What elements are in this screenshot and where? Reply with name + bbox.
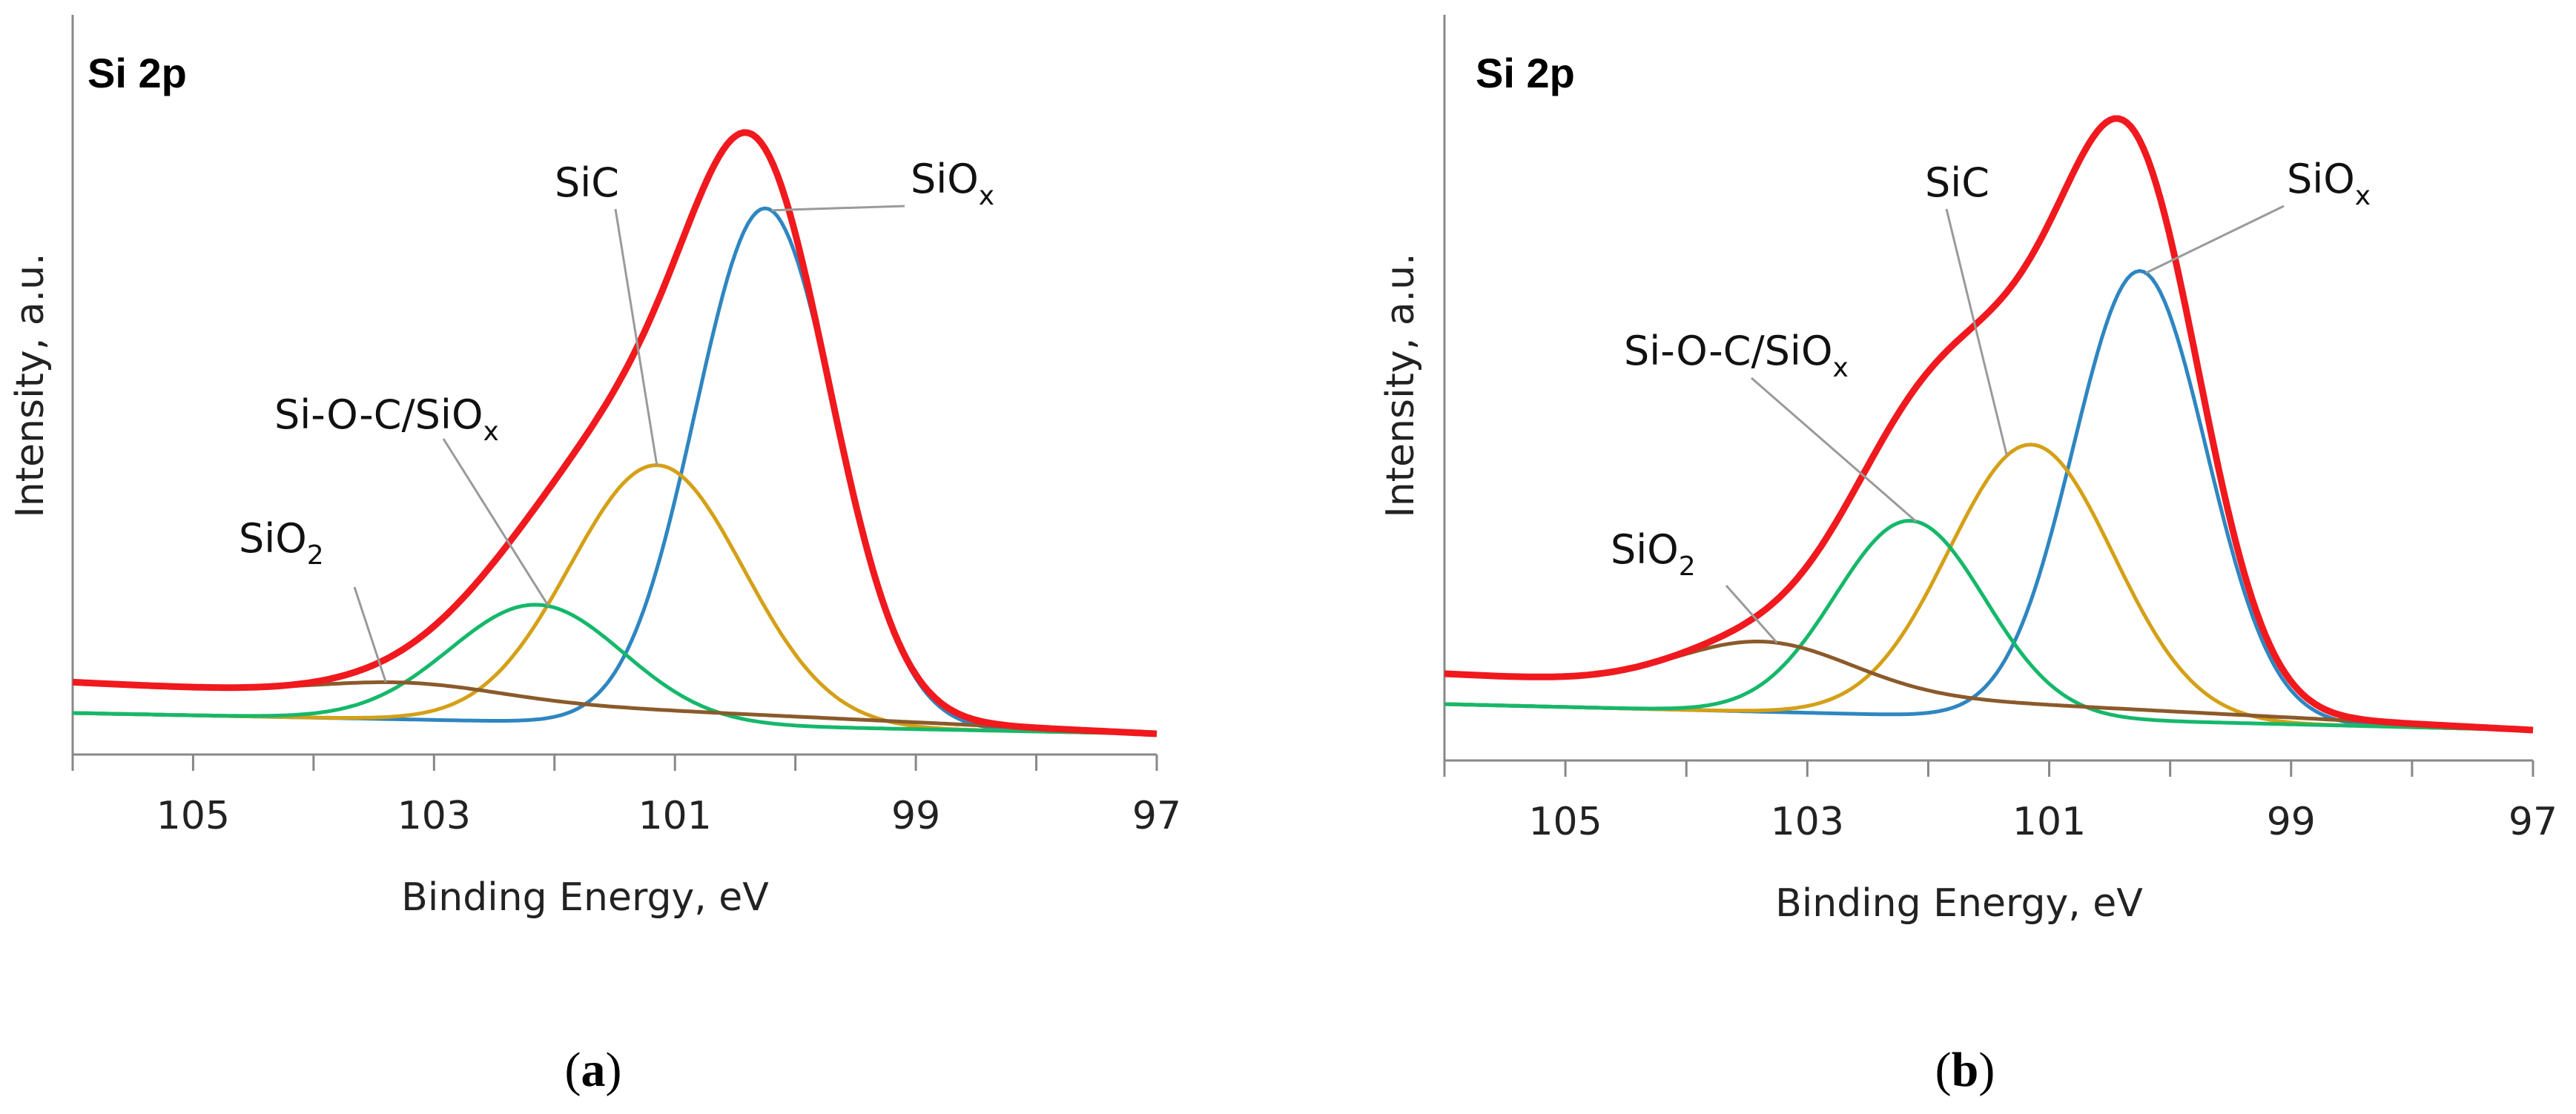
annotation-label: SiO	[239, 515, 307, 562]
x-tick-label: 97	[2509, 800, 2557, 844]
x-tick-label: 99	[891, 794, 940, 838]
annotation-SiC: SiC	[555, 159, 619, 206]
caption-letter: a	[581, 1043, 606, 1097]
annotation-SiC: SiC	[1925, 159, 1989, 206]
annotation-SiO2: SiO2	[239, 515, 324, 571]
panel-title: Si 2p	[1476, 50, 1575, 96]
annotation-SiOC: Si-O-C/SiOx	[274, 391, 499, 447]
annotation-leader	[614, 208, 658, 465]
series-SiOC-line	[72, 603, 1157, 736]
annotation-leader	[1945, 208, 2008, 457]
caption-close: )	[606, 1043, 622, 1097]
caption-open: (	[565, 1043, 581, 1097]
annotation-SiOx: SiOx	[911, 156, 994, 211]
series-SiOx-line	[1444, 269, 2534, 732]
x-axis-label: Binding Energy, eV	[401, 875, 769, 920]
annotation-label: SiO	[2287, 156, 2355, 202]
panel-caption: (b)	[1935, 1043, 1995, 1097]
annotation-SiOx: SiOx	[2287, 156, 2371, 211]
x-tick-label: 105	[156, 794, 230, 838]
annotation-SiOC: Si-O-C/SiOx	[1624, 328, 1849, 383]
annotation-leader	[771, 205, 905, 212]
annotation-leader	[442, 438, 549, 607]
x-tick-label: 101	[2012, 800, 2086, 844]
caption-close: )	[1978, 1043, 1995, 1097]
annotation-leader	[1725, 585, 1778, 644]
annotation-subscript: 2	[1679, 551, 1696, 582]
x-tick-label: 99	[2267, 800, 2316, 844]
y-axis-label: Intensity, a.u.	[8, 253, 53, 517]
annotation-subscript: 2	[307, 540, 324, 571]
x-axis-label: Binding Energy, eV	[1775, 881, 2143, 926]
annotation-label: SiO	[911, 156, 979, 202]
series-SiOC-line	[1444, 519, 2534, 732]
panel-title: Si 2p	[87, 50, 187, 96]
annotation-leader	[1751, 377, 1918, 523]
series-SiC-line	[1444, 442, 2534, 732]
caption-letter: b	[1952, 1043, 1979, 1097]
x-tick-label: 103	[397, 794, 471, 838]
series-envelope-line	[72, 129, 1157, 737]
panel-caption: (a)	[565, 1043, 622, 1097]
annotation-leader	[353, 586, 387, 683]
x-tick-label: 97	[1132, 794, 1181, 838]
series-SiC-line	[72, 463, 1157, 736]
series-SiOx-line	[72, 206, 1157, 736]
annotation-SiO2: SiO2	[1611, 526, 1696, 582]
annotation-subscript: x	[1832, 353, 1848, 383]
caption-open: (	[1935, 1043, 1952, 1097]
panel-b: 105 103 101 99 97 Binding Energy, eV Intensity…	[1378, 15, 2557, 926]
x-tick-label: 103	[1771, 800, 1844, 844]
annotation-subscript: x	[979, 181, 994, 211]
annotation-subscript: x	[2355, 181, 2371, 211]
x-tick-label: 101	[638, 794, 712, 838]
annotation-label: SiC	[1925, 159, 1989, 206]
annotation-label: SiC	[555, 159, 619, 206]
annotation-label: Si-O-C/SiO	[1624, 328, 1832, 374]
annotation-subscript: x	[483, 417, 498, 447]
annotation-label: Si-O-C/SiO	[274, 391, 483, 438]
annotation-leader	[2145, 205, 2285, 274]
annotation-label: SiO	[1611, 526, 1679, 573]
x-tick-label: 105	[1528, 800, 1602, 844]
y-axis-label: Intensity, a.u.	[1378, 253, 1423, 517]
panel-a: 105 103 101 99 97 Binding Energy, eV Intensity…	[8, 15, 1181, 920]
series-envelope-line	[1444, 115, 2534, 734]
